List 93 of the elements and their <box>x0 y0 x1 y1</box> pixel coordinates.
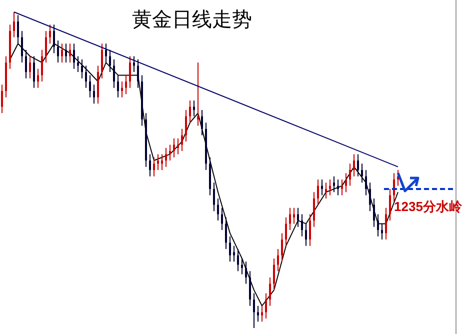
candlestick <box>305 223 307 246</box>
candlestick <box>33 56 35 88</box>
candlestick <box>365 170 367 196</box>
candlestick <box>265 292 267 320</box>
candlestick <box>105 43 107 64</box>
candlestick <box>361 163 363 184</box>
candlestick <box>233 245 235 262</box>
candlestick <box>301 214 303 237</box>
candlestick <box>93 84 95 104</box>
candlestick <box>165 147 167 168</box>
candlestick <box>193 100 195 117</box>
candlestick <box>181 128 183 152</box>
candlestick <box>217 198 219 222</box>
candlestick <box>309 214 311 246</box>
candlestick <box>373 198 375 228</box>
candlestick <box>349 163 351 186</box>
candlestick <box>77 56 79 73</box>
candlestick <box>61 43 63 64</box>
ref-line-label: 1235分水岭 <box>394 198 463 214</box>
candlestick <box>41 49 43 82</box>
candlestick <box>133 56 135 73</box>
candlestick <box>329 178 331 196</box>
candlestick <box>269 276 271 306</box>
candlestick <box>297 207 299 228</box>
candlestick <box>333 176 335 193</box>
candlestick <box>57 40 59 64</box>
candlestick <box>229 236 231 262</box>
candlestick <box>385 207 387 240</box>
candlestick <box>81 58 83 79</box>
candlestick <box>109 49 111 73</box>
candlestick <box>221 207 223 231</box>
candlestick <box>325 182 327 199</box>
candlestick <box>21 30 23 64</box>
candlestick <box>117 74 119 98</box>
candlestick <box>261 305 263 322</box>
candlestick <box>289 207 291 231</box>
candlestick <box>369 182 371 212</box>
candlestick <box>253 292 255 328</box>
candlestick <box>53 24 55 54</box>
candlestick <box>129 56 131 88</box>
candlestick <box>321 178 323 196</box>
candlestick <box>189 100 191 124</box>
candlestick <box>285 216 287 246</box>
candlestick <box>273 258 275 291</box>
candlestick <box>69 43 71 64</box>
chart-title: 黄金日线走势 <box>132 9 252 31</box>
candlestick <box>153 156 155 177</box>
candlestick <box>389 188 391 222</box>
candlestick <box>169 144 171 162</box>
candlestick <box>281 232 283 262</box>
candlestick <box>49 24 51 44</box>
candlestick <box>345 172 347 193</box>
candlestick <box>73 43 75 70</box>
candlestick <box>13 12 15 38</box>
candlestick <box>125 74 127 95</box>
candlestick <box>177 138 179 155</box>
candlestick <box>277 248 279 272</box>
candlestick <box>1 84 3 114</box>
candlestick <box>245 261 247 284</box>
candlestick <box>197 62 199 126</box>
candlestick <box>161 154 163 170</box>
candlestick <box>337 178 339 196</box>
candlestick <box>89 74 91 98</box>
candlestick <box>201 109 203 136</box>
candlestick <box>17 14 19 44</box>
candlestick <box>185 109 187 142</box>
candlestick <box>137 58 139 88</box>
candlestick <box>313 192 315 228</box>
candlestick <box>113 58 115 88</box>
candlestick <box>225 216 227 250</box>
candlestick <box>157 154 159 170</box>
candlestick <box>29 56 31 79</box>
candlestick <box>121 81 123 98</box>
candlestick <box>317 178 319 206</box>
candlestick <box>293 207 295 224</box>
candlestick <box>101 43 103 79</box>
candlestick <box>25 49 27 79</box>
candlestick <box>45 30 47 64</box>
candlestick <box>173 138 175 158</box>
candlestick <box>357 154 359 177</box>
candlestick <box>37 68 39 88</box>
candlestick <box>257 305 259 322</box>
candlestick <box>353 154 355 177</box>
candlestick <box>341 178 343 196</box>
candlestick <box>213 182 215 212</box>
candlestick <box>381 223 383 240</box>
candlestick <box>149 154 151 177</box>
candlestick <box>65 43 67 64</box>
candlestick <box>85 65 87 88</box>
candlestick <box>377 214 379 237</box>
candlestick <box>241 258 243 275</box>
candlestick <box>249 270 251 306</box>
candlestick <box>237 248 239 272</box>
